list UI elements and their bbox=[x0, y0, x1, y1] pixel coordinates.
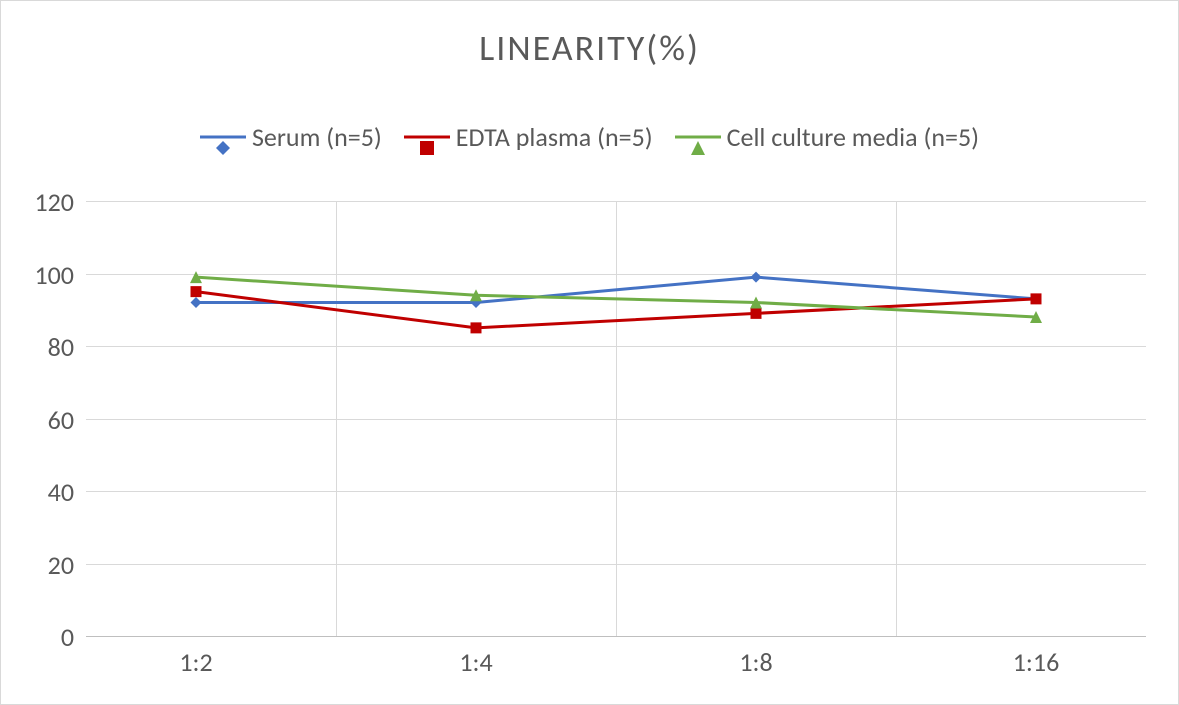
y-tick-label: 60 bbox=[48, 404, 74, 436]
legend-label: Cell culture media (n=5) bbox=[727, 121, 979, 153]
diamond-marker-icon bbox=[191, 297, 202, 308]
chart-legend: Serum (n=5) EDTA plasma (n=5) Cell culture… bbox=[1, 121, 1178, 153]
series-line bbox=[196, 277, 1036, 317]
y-tick-label: 120 bbox=[34, 186, 74, 218]
square-marker-icon bbox=[751, 308, 762, 319]
legend-item: Cell culture media (n=5) bbox=[675, 121, 979, 153]
legend-label: EDTA plasma (n=5) bbox=[456, 121, 653, 153]
linearity-chart: LINEARITY(%) Serum (n=5) EDTA plasma (n=5… bbox=[0, 0, 1179, 705]
x-tick-label: 1:2 bbox=[156, 646, 236, 678]
x-axis-line bbox=[86, 636, 1146, 637]
chart-title: LINEARITY(%) bbox=[1, 26, 1178, 70]
y-tick-label: 100 bbox=[34, 259, 74, 291]
y-tick-label: 0 bbox=[61, 621, 74, 653]
x-tick-label: 1:16 bbox=[996, 646, 1076, 678]
square-marker-icon bbox=[404, 130, 450, 144]
legend-label: Serum (n=5) bbox=[252, 121, 382, 153]
triangle-marker-icon bbox=[675, 130, 721, 144]
legend-item: EDTA plasma (n=5) bbox=[404, 121, 653, 153]
plot-svg bbox=[86, 201, 1146, 636]
y-tick-label: 40 bbox=[48, 476, 74, 508]
plot-area: 0204060801001201:21:41:81:16 bbox=[86, 201, 1146, 636]
y-tick-label: 80 bbox=[48, 331, 74, 363]
diamond-marker-icon bbox=[200, 130, 246, 144]
diamond-marker-icon bbox=[751, 272, 762, 283]
y-tick-label: 20 bbox=[48, 549, 74, 581]
square-marker-icon bbox=[1031, 293, 1042, 304]
x-tick-label: 1:8 bbox=[716, 646, 796, 678]
square-marker-icon bbox=[191, 286, 202, 297]
square-marker-icon bbox=[471, 322, 482, 333]
legend-item: Serum (n=5) bbox=[200, 121, 382, 153]
x-tick-label: 1:4 bbox=[436, 646, 516, 678]
